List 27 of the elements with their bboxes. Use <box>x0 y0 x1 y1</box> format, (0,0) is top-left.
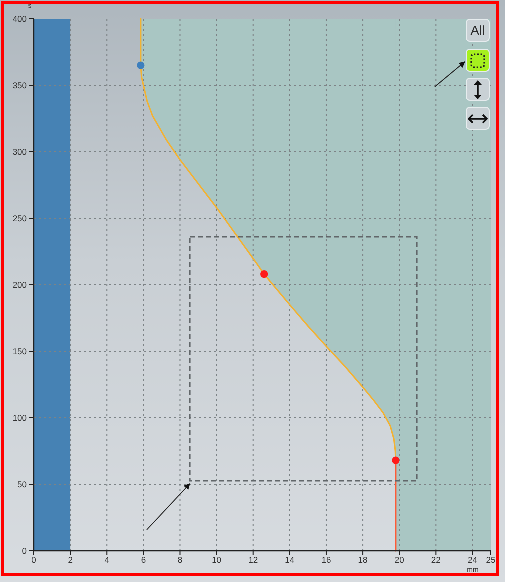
x-tick-label: 16 <box>322 555 332 566</box>
point <box>260 270 268 278</box>
x-tick-label: 25 <box>486 555 496 566</box>
x-tick-label: 10 <box>212 555 222 566</box>
x-tick-label: 2 <box>68 555 74 566</box>
x-tick-label: 0 <box>32 555 37 566</box>
x-tick-label: 24 <box>468 555 478 566</box>
y-tick-label: 400 <box>12 14 28 24</box>
point <box>137 62 145 70</box>
x-tick-label: 20 <box>394 555 405 566</box>
point <box>392 456 400 464</box>
x-tick-label: 12 <box>248 555 258 566</box>
x-tick-label: 18 <box>358 555 368 566</box>
x-tick-label: 14 <box>285 555 295 566</box>
y-tick-label: 350 <box>12 80 28 91</box>
y-tick-label: 0 <box>22 546 28 556</box>
button: All <box>466 19 490 42</box>
x-tick-label: 8 <box>178 555 183 566</box>
x-tick-label: 6 <box>141 555 146 566</box>
y-tick-label: 250 <box>12 214 28 224</box>
y-tick-label: 50 <box>18 480 28 490</box>
y-tick-label: 100 <box>12 413 28 424</box>
y-tick-label: 300 <box>12 147 28 158</box>
x-tick-label: 4 <box>104 555 110 566</box>
x-tick-label: 22 <box>431 555 442 566</box>
y-tick-label: 200 <box>12 280 28 290</box>
y-tick-label: 150 <box>12 346 28 357</box>
